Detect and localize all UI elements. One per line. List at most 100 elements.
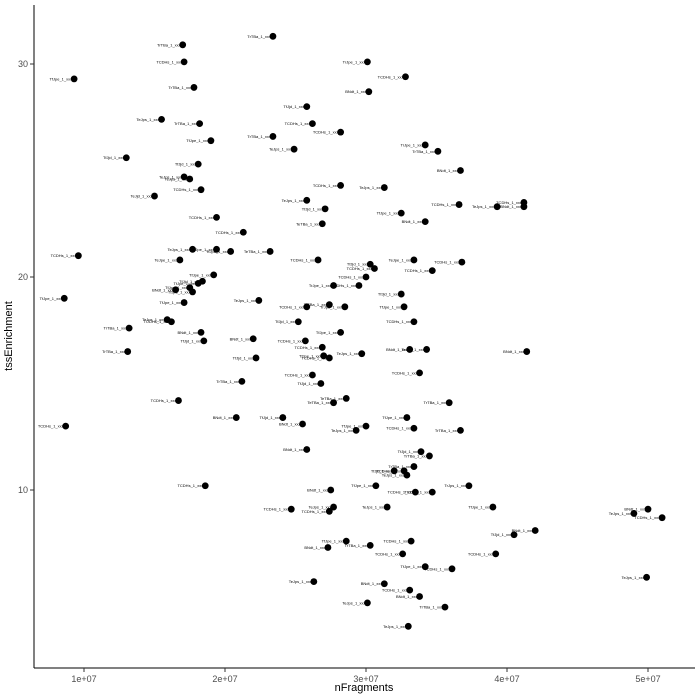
- point-label: TCDHs_1_xxx: [347, 266, 373, 271]
- point-label: TCDHs_1_xxx: [392, 370, 418, 375]
- point-label: BNdt_1_xxx: [437, 168, 459, 173]
- point-marker: [320, 352, 328, 360]
- point-marker: [172, 286, 180, 294]
- point-label: TCDHs_1_xxx: [338, 275, 364, 280]
- data-point: BNdt_1_xxx: [512, 527, 539, 534]
- point-marker: [189, 288, 196, 296]
- x-tick-label: 5e+07: [635, 674, 660, 684]
- data-point: TfJpe_1_xxx: [159, 299, 188, 306]
- point-marker: [397, 209, 405, 217]
- point-label: TeJps_1_xxx: [234, 298, 257, 303]
- data-point: TeJps_1_xxx: [165, 175, 194, 183]
- point-marker: [400, 303, 408, 311]
- point-marker: [428, 488, 436, 496]
- data-point: TeJps_1_xxx: [136, 115, 165, 123]
- data-point: TfJpe_1_xxx: [40, 294, 68, 302]
- point-label: BNdt_1_xxx: [283, 447, 305, 452]
- point-marker: [365, 88, 373, 96]
- data-point: TfJpe_1_xxx: [468, 503, 497, 511]
- data-point: TfJjd_1_xxx: [491, 531, 518, 539]
- point-marker: [366, 541, 374, 549]
- point-marker: [457, 426, 464, 434]
- point-label: TeJps_1_xxx: [362, 505, 385, 510]
- data-point: BNdt_1_xxx: [402, 218, 429, 226]
- point-label: TfJjd_1_xxx: [298, 381, 319, 386]
- point-label: TfJpe_1_xxx: [206, 249, 229, 254]
- point-label: TfJjd_1_xxx: [275, 319, 296, 324]
- point-marker: [426, 452, 433, 460]
- data-point: TeJjd_1_xxx: [130, 192, 158, 200]
- point-label: TeJps_1_xxx: [167, 247, 190, 252]
- data-point: TeJps_1_xxx: [269, 145, 298, 153]
- point-label: TCDHs_1_xxx: [634, 515, 660, 520]
- data-point: TrTBa_1_xxx: [412, 147, 442, 155]
- point-label: TeJps_1_xxx: [159, 174, 182, 179]
- point-marker: [122, 154, 130, 162]
- point-label: TfJjd_1_xxx: [347, 262, 368, 267]
- point-label: TCDHs_1_xxx: [424, 566, 450, 571]
- point-marker: [321, 205, 329, 213]
- data-point: TCDHs_1_xxx: [279, 303, 311, 311]
- data-point: TfJpe_1_xxx: [316, 328, 345, 336]
- data-point: TrTBa_1_xxx: [216, 377, 246, 385]
- point-marker: [196, 120, 204, 128]
- point-marker: [266, 248, 274, 255]
- data-point: TrJpe_1_xxx: [320, 303, 349, 311]
- point-label: TfJjd_1_xxx: [302, 206, 323, 211]
- data-point: TeJps_1_xxx: [359, 184, 388, 191]
- point-label: TCDHs_1_xxx: [302, 355, 328, 360]
- data-point: TCDHs_1_xxx: [347, 265, 378, 272]
- data-point: BNdt_1_xxx: [503, 348, 531, 355]
- data-point: TrJpe_1_xxx: [309, 282, 337, 289]
- point-marker: [404, 622, 412, 630]
- point-label: TeJps_1_xxx: [472, 204, 495, 209]
- point-label: BNdt_1_xxx: [503, 349, 525, 354]
- point-label: TfJpe_1_xxx: [192, 247, 215, 252]
- point-marker: [465, 482, 473, 490]
- point-label: TCDHs_1_xxx: [285, 372, 311, 377]
- data-point: TfJpe_1_xxx: [49, 75, 78, 83]
- point-marker: [383, 503, 391, 511]
- point-label: BNdt_1_xxx: [402, 219, 424, 224]
- point-marker: [318, 343, 326, 351]
- point-label: TCDHs_1_xxx: [468, 551, 494, 556]
- point-marker: [441, 603, 449, 611]
- point-label: TfJjd_1_xxx: [179, 279, 200, 284]
- point-label: TfJpe_1_xxx: [322, 539, 345, 544]
- point-label: TCDHs_1_xxx: [279, 304, 305, 309]
- point-marker: [337, 182, 345, 189]
- data-point: TeJps_1_xxx: [382, 471, 411, 479]
- data-point: TfJpe_1_xxx: [377, 209, 405, 217]
- point-marker: [399, 550, 407, 558]
- point-marker: [197, 186, 205, 194]
- point-label: TfJpe_1_xxx: [316, 330, 339, 335]
- point-label: TeJpe_1_xxx: [155, 257, 178, 262]
- point-label: TrTBa_1_xxx: [247, 134, 271, 139]
- point-marker: [362, 273, 370, 281]
- data-point: TfJjd_1_xxx: [181, 337, 208, 345]
- point-marker: [299, 420, 306, 428]
- data-point: TfJpe_1_xxx: [186, 137, 215, 145]
- point-label: TCDHs_1_xxx: [382, 588, 408, 593]
- data-point: TrTBa_1_xxx: [103, 324, 133, 332]
- data-point: TfJpe_1_xxx: [341, 422, 370, 430]
- data-point: TeJpe_1_xxx: [155, 256, 184, 264]
- data-point: TCDHs_1_xxx: [177, 482, 209, 490]
- point-label: TeJps_1_xxx: [308, 505, 331, 510]
- data-point: TfJjd_1_xxx: [302, 205, 329, 213]
- data-point: TeJps_1_xxx: [308, 503, 337, 511]
- point-marker: [417, 448, 425, 456]
- point-marker: [416, 369, 423, 377]
- data-point: TCDHs_1_xxx: [386, 318, 418, 326]
- point-label: TCDHs_1_xxx: [404, 268, 430, 273]
- data-point: TCDHs_1_xxx: [386, 424, 418, 432]
- point-marker: [317, 380, 325, 387]
- point-label: TCDHs_1_xxx: [216, 230, 242, 235]
- point-label: TCDHs_1_xxx: [278, 338, 304, 343]
- data-point: TrTBa_1_xxx: [404, 452, 433, 460]
- point-label: TfJjd_1_xxx: [175, 162, 196, 167]
- point-marker: [371, 265, 378, 272]
- point-label: BNdt_1_xxx: [152, 287, 174, 292]
- data-point: TCDHs_1_xxx: [38, 422, 70, 430]
- point-marker: [309, 371, 316, 379]
